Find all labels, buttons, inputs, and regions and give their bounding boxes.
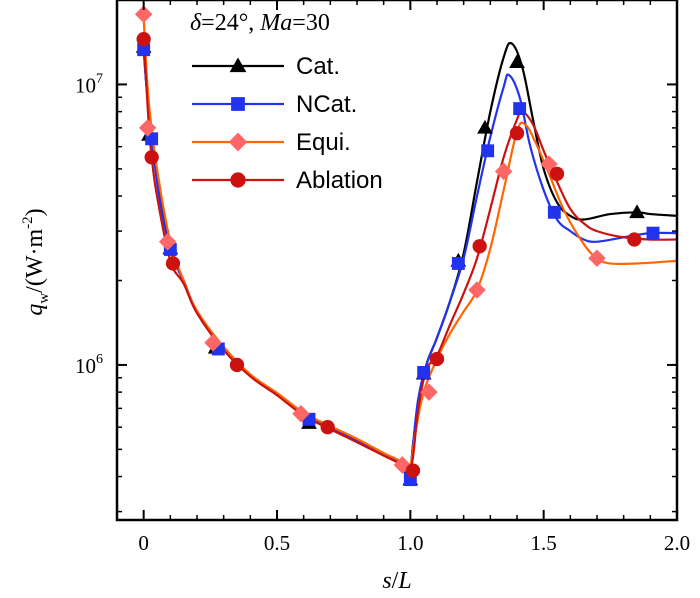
legend-label: Equi.	[296, 129, 351, 156]
x-tick-label: 1.0	[397, 531, 423, 555]
legend-label: NCat.	[296, 91, 357, 118]
delta-symbol: δ	[190, 10, 202, 36]
x-axis-unit: L	[397, 568, 411, 594]
data-point-ncat	[481, 144, 495, 158]
data-point-ncat	[417, 366, 431, 379]
legend-marker	[230, 172, 246, 188]
data-point-ablation	[429, 351, 445, 367]
y-axis-title: qw/(W·m-2)	[20, 208, 52, 315]
data-point-ablation	[136, 32, 151, 47]
data-point-ncat	[513, 102, 527, 116]
legend: Cat. NCat. Equi. Ablation	[192, 53, 383, 194]
legend-marker	[228, 132, 248, 152]
y-tick-label: 107	[75, 71, 103, 97]
legend-item-equi: Equi.	[192, 129, 351, 156]
data-point-ablation	[320, 420, 335, 435]
x-tick-label: 0.5	[264, 531, 290, 555]
data-point-equi	[138, 119, 157, 137]
condition-annotation: δ=24°, Ma=30	[190, 10, 330, 36]
legend-label: Cat.	[296, 53, 340, 80]
plot-area	[115, 0, 679, 522]
series-layer	[142, 16, 677, 482]
x-axis-title: s/L	[382, 568, 411, 594]
marker-layer	[134, 5, 660, 487]
plot-frame	[115, 0, 679, 522]
legend-marker	[231, 97, 245, 111]
data-point-equi	[134, 5, 153, 23]
y-axis-unit-close: )	[22, 208, 48, 216]
series-line-ablation	[142, 39, 677, 472]
data-point-cat	[509, 54, 525, 68]
data-point-ncat	[646, 226, 660, 240]
mach-value: =30	[292, 10, 330, 36]
x-tick-label: 2.0	[664, 531, 690, 555]
x-axis-slash: /	[392, 568, 399, 594]
series-line-equi	[142, 16, 677, 473]
legend-marker	[229, 57, 247, 73]
y-axis-var: q	[22, 304, 48, 316]
data-point-equi	[292, 404, 310, 423]
legend-item-ncat: NCat.	[192, 91, 357, 118]
data-point-ncat	[451, 257, 465, 270]
y-axis-sub: w	[36, 293, 52, 304]
y-tick-exp: 6	[96, 352, 103, 367]
data-point-equi	[158, 232, 177, 251]
data-point-equi	[540, 155, 558, 173]
mach-symbol: Ma	[259, 10, 292, 36]
x-axis-var: s	[382, 568, 391, 594]
x-tick-label: 0	[138, 531, 149, 555]
y-axis-unit-exp: -2	[20, 216, 36, 229]
data-point-ncat	[547, 205, 561, 219]
data-point-equi	[588, 249, 606, 268]
data-point-cat	[477, 119, 493, 134]
data-point-ablation	[509, 126, 525, 141]
data-point-equi	[393, 456, 412, 474]
data-point-equi	[420, 383, 438, 401]
data-point-ablation	[549, 166, 565, 181]
data-point-cat	[629, 204, 645, 219]
data-point-ablation	[144, 150, 159, 165]
legend-item-cat: Cat.	[192, 53, 340, 80]
x-tick-label: 1.5	[531, 531, 557, 555]
data-point-ablation	[472, 239, 487, 254]
data-point-equi	[468, 281, 486, 299]
legend-item-ablation: Ablation	[192, 167, 383, 194]
data-point-ablation	[229, 357, 245, 373]
y-tick-base: 10	[75, 73, 96, 97]
data-point-equi	[494, 162, 513, 181]
y-tick-label: 106	[75, 352, 103, 378]
data-point-ncat	[145, 132, 159, 146]
y-tick-base: 10	[75, 354, 96, 378]
data-point-equi	[204, 333, 222, 352]
data-point-ablation	[405, 463, 421, 478]
y-axis-unit-open: /(W·m	[22, 229, 48, 293]
data-point-ablation	[627, 232, 642, 247]
delta-value: =24°,	[201, 10, 260, 36]
y-tick-exp: 7	[96, 71, 103, 86]
legend-label: Ablation	[296, 167, 383, 194]
data-point-ablation	[165, 256, 181, 271]
